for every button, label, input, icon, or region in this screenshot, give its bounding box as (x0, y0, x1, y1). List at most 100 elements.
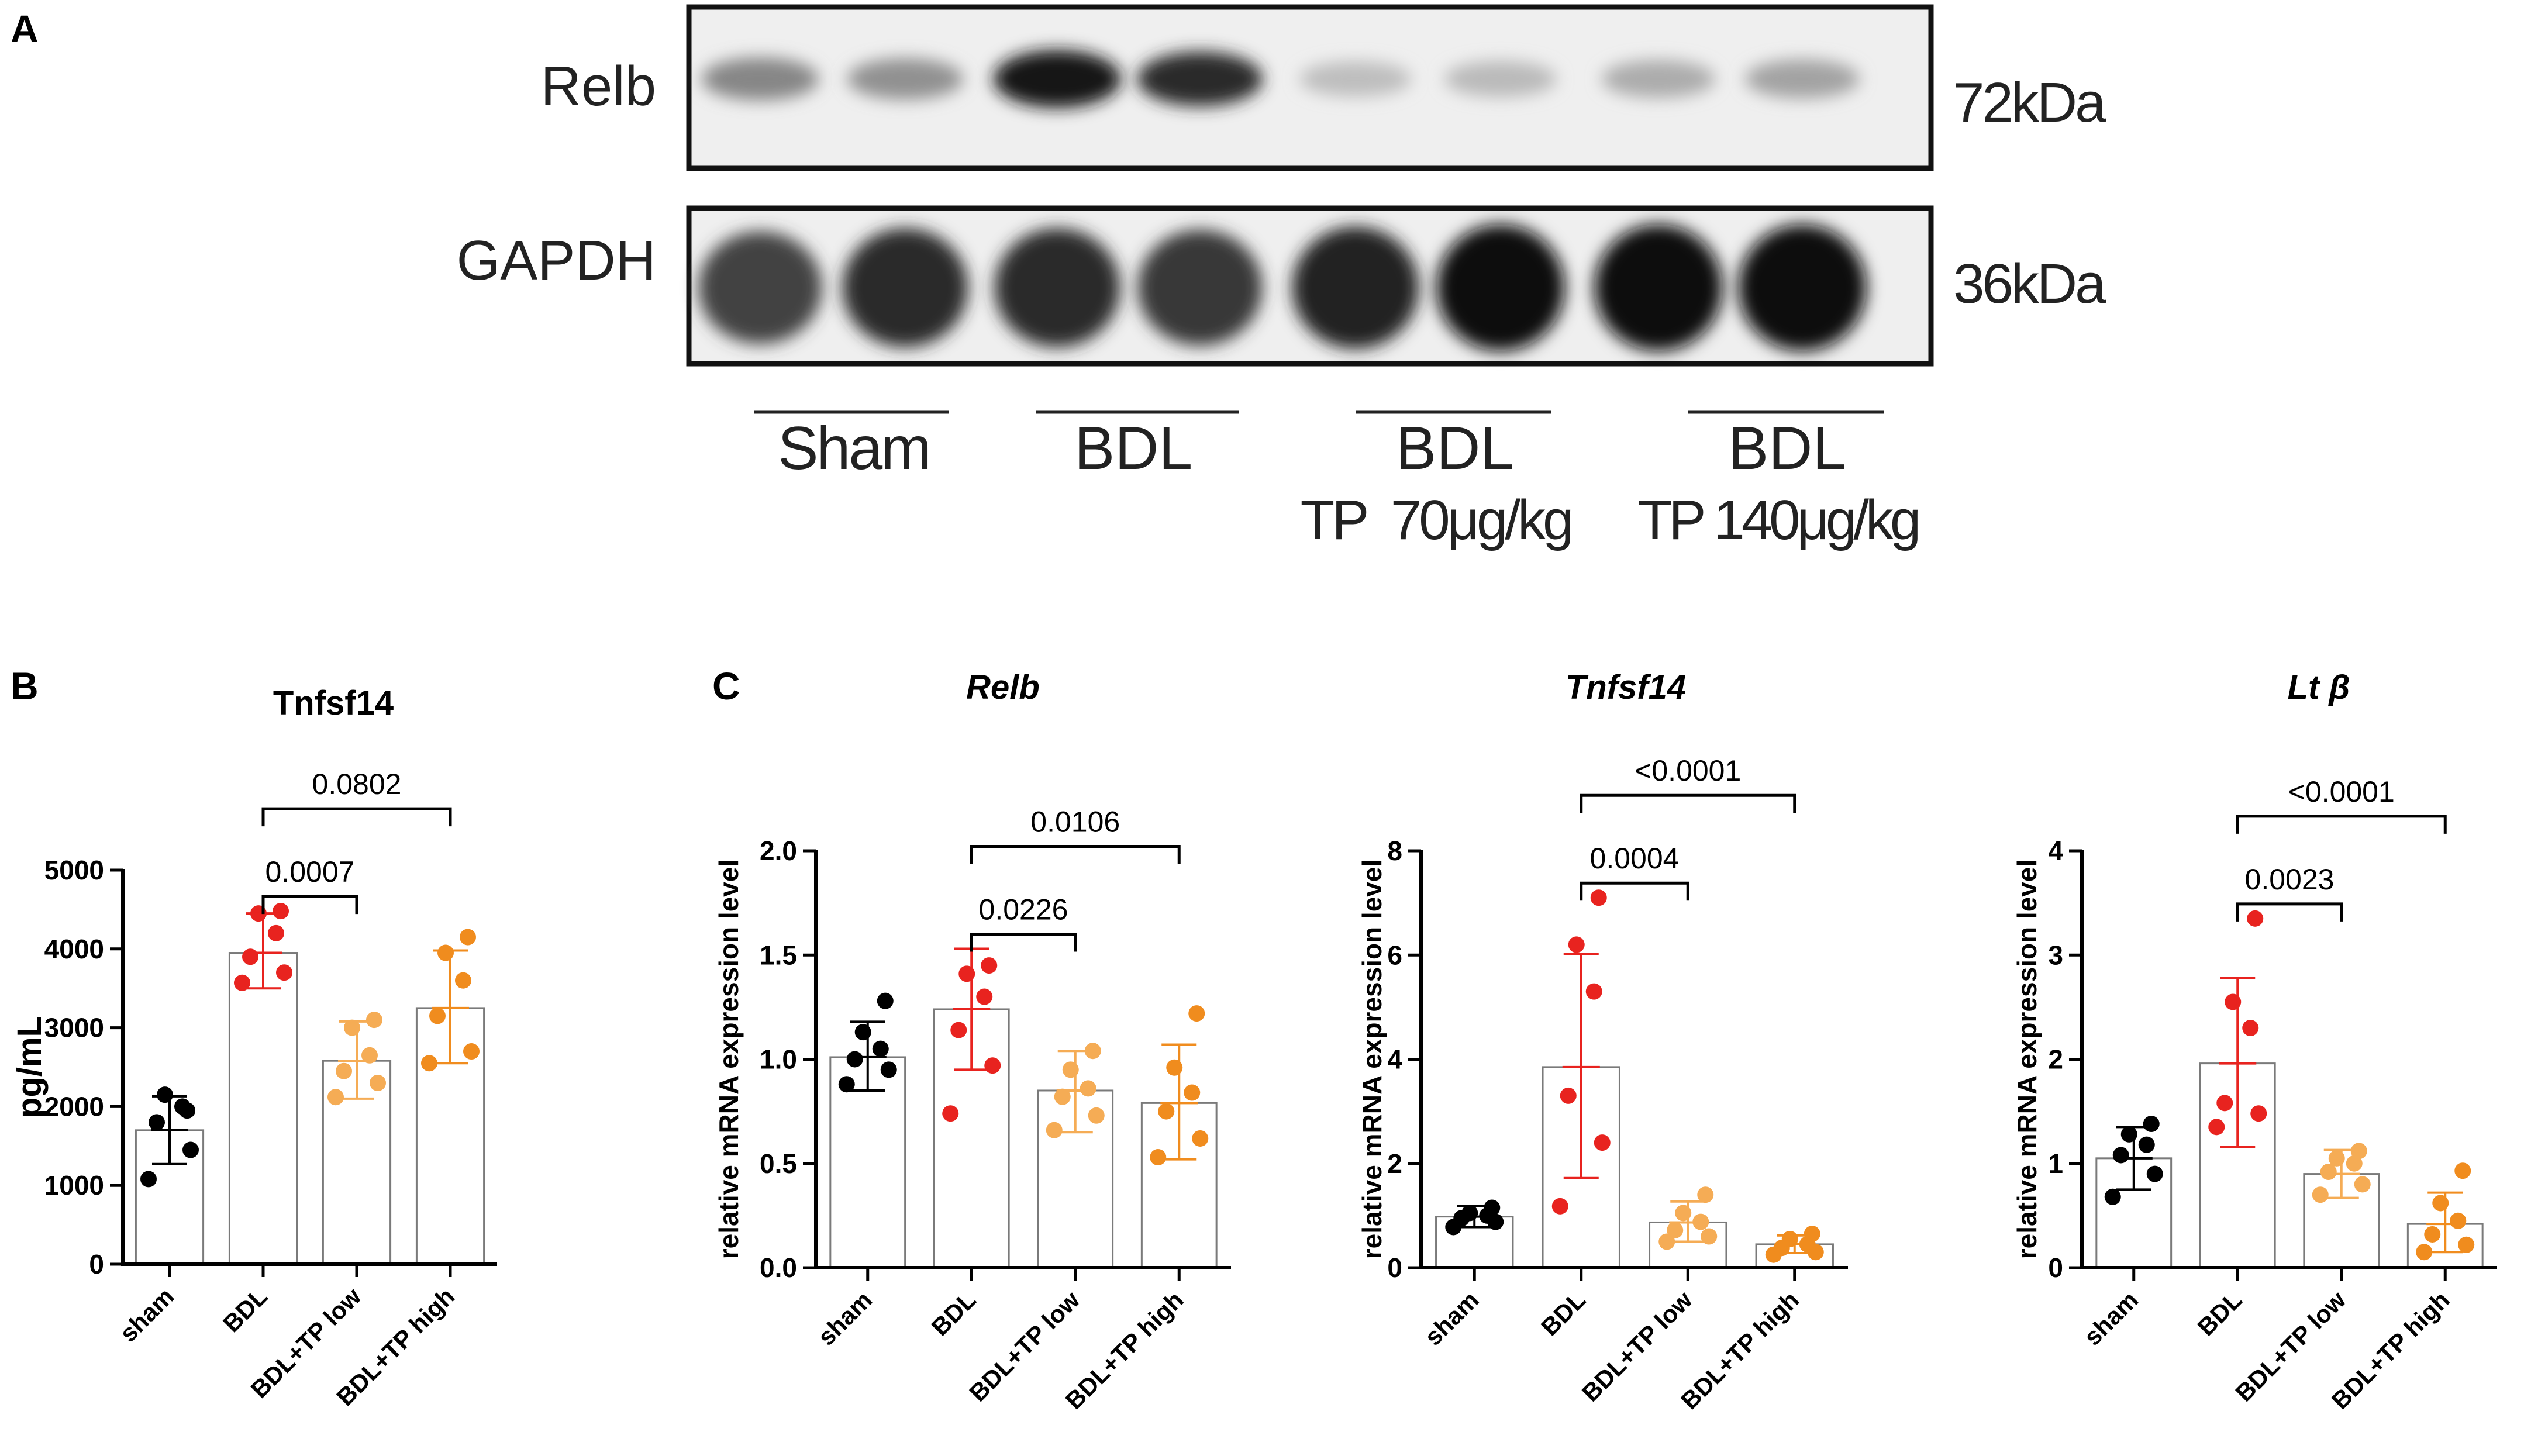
chart1-ytick-label-4: 2.0 (760, 836, 797, 866)
chart2-ylabel: relative mRNA expression level (1357, 860, 1387, 1260)
chart3-point-1-1 (2250, 1105, 2267, 1122)
chart0-point-2-1 (370, 1074, 386, 1091)
chart3-point-2-0 (2312, 1186, 2329, 1203)
blot-group-label-bdl: BDL (1074, 415, 1192, 482)
chart3-title: Lt β (2288, 668, 2350, 706)
chart-relb-mrna: Relb relative mRNA expression level 0.0 0.5… (713, 668, 1231, 1414)
chart0-bar-1 (228, 952, 298, 1265)
chart0-ytick-label-3: 3000 (44, 1013, 104, 1043)
chart0-point-1-2 (242, 948, 258, 965)
chart0-ylabel: pg/mL (11, 1016, 49, 1118)
blot-group-label-tp140-line1: BDL (1728, 415, 1846, 482)
chart1-point-2-1 (1088, 1107, 1105, 1124)
chart1-pvalue-0: 0.0226 (979, 893, 1068, 926)
chart0-point-3-2 (429, 1008, 446, 1024)
chart2-ytick-label-1: 2 (1387, 1148, 1402, 1179)
chart0-point-1-1 (276, 964, 292, 981)
chart1-bracket-0 (970, 933, 1077, 952)
chart2-ytick-label-3: 6 (1387, 940, 1402, 970)
chart1-ytick-label-1: 0.5 (760, 1148, 797, 1179)
chart3-point-0-2 (2112, 1147, 2129, 1164)
chart2-bracket-1 (1580, 793, 1796, 813)
blot-size-label-72kda: 72kDa (1953, 71, 2106, 134)
chart-tnfsf14-elisa: Tnfsf14 pg/mL 0 1000 2000 3000 4000 5000 sham BDL… (11, 684, 497, 1411)
chart3-ylabel: relative mRNA expression level (2012, 860, 2042, 1260)
chart2-point-1-5 (1590, 889, 1607, 906)
blot-band-gapdh-lane-1 (698, 231, 822, 344)
chart2-point-1-1 (1594, 1134, 1611, 1151)
chart1-point-1-5 (981, 957, 998, 974)
blot-band-gapdh-lane-7 (1594, 224, 1723, 351)
panel-label-c: C (712, 664, 740, 708)
chart0-point-0-0 (140, 1171, 157, 1188)
chart1-point-0-2 (846, 1051, 863, 1068)
chart0-ytick-label-0: 0 (89, 1249, 104, 1279)
chart1-point-1-0 (942, 1105, 959, 1122)
chart1-point-0-3 (872, 1040, 889, 1057)
chart3-point-2-1 (2354, 1176, 2371, 1193)
blot-row-label-relb: Relb (541, 55, 656, 118)
chart2-point-3-5 (1804, 1226, 1820, 1243)
chart3-point-1-3 (2242, 1020, 2259, 1037)
chart0-bracket-0 (261, 895, 358, 915)
chart0-point-3-3 (455, 972, 471, 989)
blot-band-gapdh-lane-4 (1137, 230, 1263, 346)
blot-band-gapdh-lane-2 (842, 228, 968, 347)
chart3-point-3-5 (2454, 1162, 2471, 1179)
chart0-point-3-5 (460, 929, 476, 946)
chart0-ytick-label-5: 5000 (44, 855, 104, 885)
chart3-pvalue-0: 0.0023 (2245, 863, 2335, 896)
chart0-ytick-label-2: 2000 (44, 1091, 104, 1122)
blot-row-label-gapdh: GAPDH (457, 229, 656, 292)
chart0-pvalue-0: 0.0007 (265, 855, 355, 888)
chart1-point-0-0 (838, 1076, 855, 1093)
chart1-point-1-1 (984, 1057, 1001, 1074)
chart1-point-1-3 (976, 988, 993, 1005)
chart3-ytick-label-2: 2 (2048, 1044, 2063, 1075)
chart3-point-1-0 (2208, 1119, 2225, 1136)
chart0-xtick-label-1: BDL (218, 1282, 273, 1337)
chart3-point-3-2 (2424, 1226, 2441, 1243)
chart0-bracket-1 (261, 807, 452, 827)
blot-band-relb-lane-7 (1601, 60, 1716, 98)
chart0-point-0-5 (179, 1102, 195, 1119)
chart1-point-3-2 (1158, 1103, 1175, 1120)
chart1-title: Relb (966, 668, 1040, 706)
blot-band-gapdh-lane-6 (1436, 224, 1565, 351)
blot-band-relb-lane-6 (1444, 61, 1557, 97)
blot-group-label-tp140-line2: TP 140μg/kg (1638, 489, 1918, 551)
chart2-point-2-2 (1667, 1222, 1684, 1238)
chart1-ytick-label-3: 1.5 (760, 940, 797, 970)
blot-group-label-tp70-line2: TP 70μg/kg (1301, 489, 1571, 551)
chart3-xtick-label-1: BDL (2192, 1286, 2247, 1341)
chart1-xtick-label-0: sham (812, 1286, 877, 1351)
chart3-ytick-label-4: 4 (2048, 836, 2063, 866)
blot-size-label-36kda: 36kDa (1953, 253, 2106, 315)
blot-bands-relb (701, 50, 1860, 108)
chart1-point-2-3 (1080, 1080, 1096, 1097)
blot-band-gapdh-lane-3 (994, 228, 1120, 347)
chart2-xtick-label-1: BDL (1536, 1286, 1591, 1341)
chart0-point-1-5 (273, 903, 289, 920)
chart0-point-1-0 (234, 974, 250, 991)
chart3-xtick-label-0: sham (2078, 1286, 2143, 1351)
chart1-xtick-label-1: BDL (926, 1286, 981, 1341)
panel-label-b: B (11, 664, 39, 708)
chart1-point-2-0 (1046, 1122, 1063, 1138)
chart2-point-2-0 (1658, 1233, 1675, 1250)
chart3-point-2-2 (2320, 1164, 2337, 1181)
chart3-point-3-0 (2416, 1244, 2433, 1261)
chart3-point-1-2 (2216, 1095, 2233, 1112)
blot-band-relb-lane-4 (1137, 51, 1263, 106)
chart1-point-0-5 (877, 992, 894, 1009)
chart1-point-0-1 (880, 1061, 897, 1078)
chart2-bracket-0 (1580, 881, 1689, 901)
chart3-pvalue-1: <0.0001 (2288, 775, 2395, 808)
chart0-point-1-3 (268, 924, 284, 941)
blot-band-relb-lane-5 (1299, 61, 1412, 97)
chart1-point-3-3 (1184, 1084, 1201, 1101)
chart3-point-0-1 (2146, 1165, 2163, 1182)
chart3-point-3-3 (2450, 1212, 2467, 1229)
panel-label-a: A (11, 7, 39, 50)
